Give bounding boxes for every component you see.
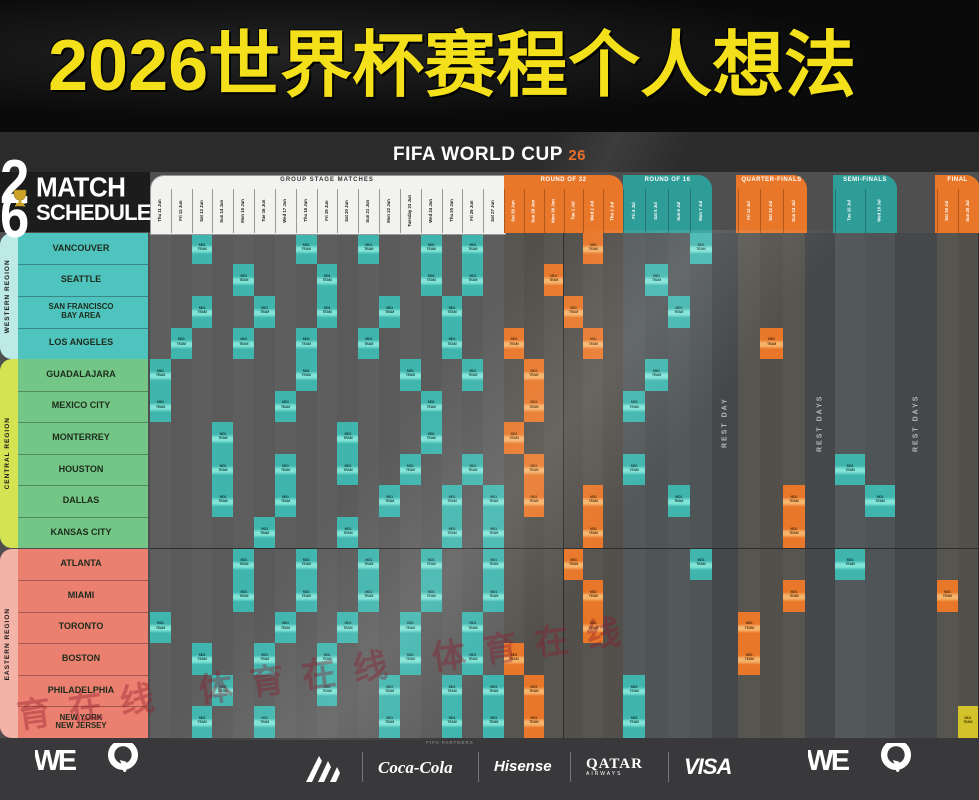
svg-text:WE: WE: [35, 745, 77, 777]
svg-text:WE: WE: [808, 745, 850, 777]
svg-text:FIFA: FIFA: [17, 206, 25, 210]
